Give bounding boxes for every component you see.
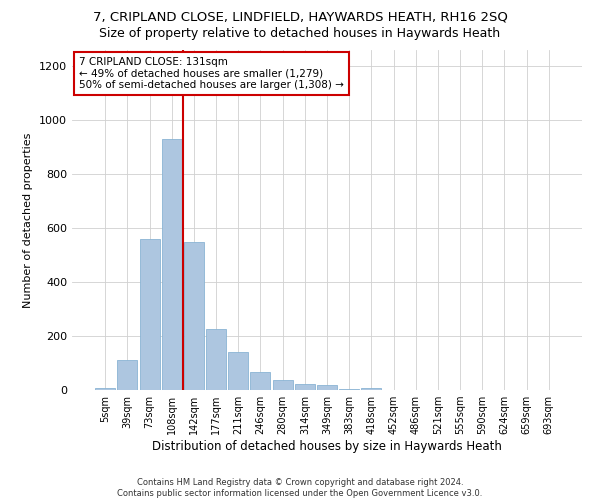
Bar	[228, 352, 248, 390]
Text: 7, CRIPLAND CLOSE, LINDFIELD, HAYWARDS HEATH, RH16 2SQ: 7, CRIPLAND CLOSE, LINDFIELD, HAYWARDS H…	[92, 10, 508, 23]
Bar	[118, 360, 137, 390]
Bar	[206, 330, 226, 390]
Bar	[184, 242, 204, 390]
Text: Size of property relative to detached houses in Haywards Heath: Size of property relative to detached ho…	[100, 28, 500, 40]
Bar	[95, 388, 115, 390]
Bar	[317, 385, 337, 390]
Bar	[361, 388, 382, 390]
Bar	[272, 380, 293, 390]
X-axis label: Distribution of detached houses by size in Haywards Heath: Distribution of detached houses by size …	[152, 440, 502, 453]
Bar	[250, 372, 271, 390]
Y-axis label: Number of detached properties: Number of detached properties	[23, 132, 34, 308]
Bar	[295, 384, 315, 390]
Text: Contains HM Land Registry data © Crown copyright and database right 2024.
Contai: Contains HM Land Registry data © Crown c…	[118, 478, 482, 498]
Bar	[339, 388, 359, 390]
Bar	[162, 139, 182, 390]
Bar	[140, 239, 160, 390]
Text: 7 CRIPLAND CLOSE: 131sqm
← 49% of detached houses are smaller (1,279)
50% of sem: 7 CRIPLAND CLOSE: 131sqm ← 49% of detach…	[79, 57, 344, 90]
